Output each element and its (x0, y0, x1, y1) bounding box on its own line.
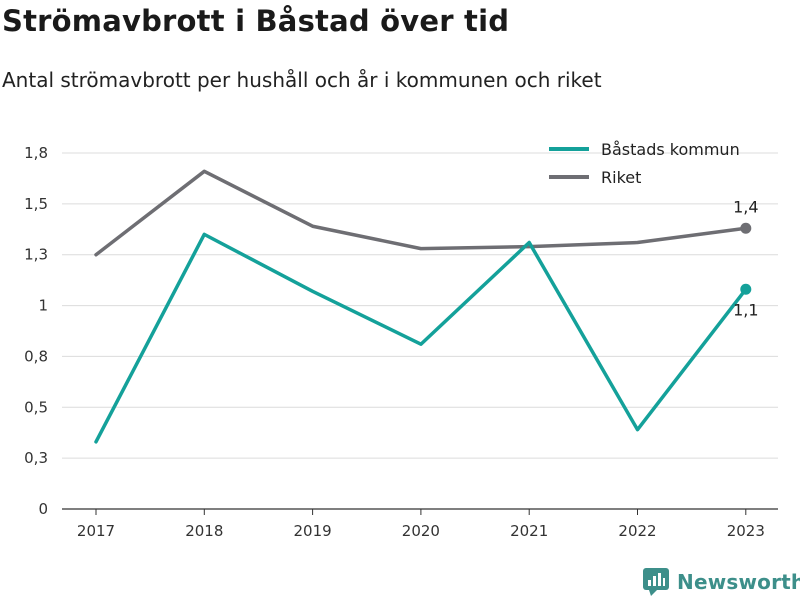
chart-grid (62, 152, 778, 510)
x-tick-label: 2020 (402, 522, 440, 540)
chart-legend: Båstads kommun Riket (549, 140, 740, 187)
y-tick-label: 0,5 (24, 398, 48, 416)
y-tick-label: 1 (38, 297, 48, 315)
data-label: 1,4 (733, 197, 758, 216)
brand-name: Newsworthy (677, 570, 800, 594)
series-line-bastad (94, 232, 748, 444)
newsworthy-logo-icon (643, 568, 669, 596)
x-tick-label: 2018 (185, 522, 223, 540)
x-tick-label: 2017 (77, 522, 115, 540)
y-tick-label: 1,3 (24, 246, 48, 264)
series-end-point (740, 283, 752, 295)
chart-series: 1,4 1,1 (94, 169, 759, 444)
y-tick-label: 0,3 (24, 449, 48, 467)
y-tick-label: 0,8 (24, 347, 48, 365)
x-tick-label: 2019 (294, 522, 332, 540)
page-title: Strömavbrott i Båstad över tid (2, 4, 510, 38)
data-label: 1,1 (733, 300, 758, 319)
y-tick-label: 1,5 (24, 195, 48, 213)
page-subtitle: Antal strömavbrott per hushåll och år i … (2, 68, 602, 92)
x-axis: 2017 2018 2019 2020 2021 2022 2023 (77, 509, 765, 540)
series-end-point (740, 222, 752, 234)
legend-label: Båstads kommun (601, 140, 740, 159)
brand-logo[interactable]: Newsworthy (643, 568, 800, 596)
y-axis-ticks: 0 0,3 0,5 0,8 1 1,3 1,5 1,8 (24, 144, 48, 518)
x-tick-label: 2023 (727, 522, 765, 540)
x-tick-label: 2021 (510, 522, 548, 540)
series-line-riket (94, 169, 748, 257)
y-tick-label: 1,8 (24, 144, 48, 162)
y-tick-label: 0 (38, 500, 48, 518)
x-tick-label: 2022 (618, 522, 656, 540)
legend-label: Riket (601, 168, 641, 187)
